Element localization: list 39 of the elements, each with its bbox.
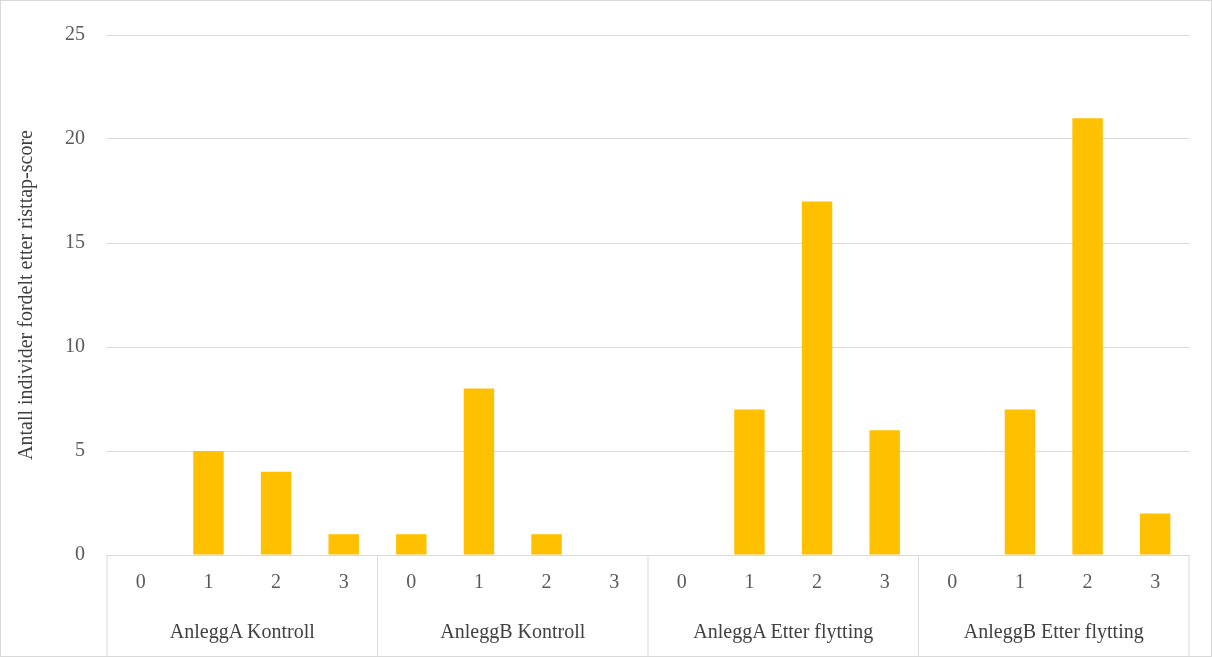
x-tick-label: 3 bbox=[338, 570, 349, 593]
bar bbox=[531, 534, 562, 555]
x-tick-label: 2 bbox=[1082, 570, 1093, 593]
bar bbox=[1072, 118, 1103, 555]
x-tick-label: 1 bbox=[1014, 570, 1025, 593]
y-tick-label: 25 bbox=[65, 22, 85, 45]
text: AnleggA Kontroll bbox=[169, 620, 316, 644]
bar bbox=[260, 471, 292, 555]
bar bbox=[1004, 409, 1036, 555]
x-tick-label: 1 bbox=[473, 570, 484, 593]
bar bbox=[801, 201, 833, 555]
text: AnleggA Etter flytting bbox=[693, 620, 874, 644]
x-tick-label: 1 bbox=[744, 570, 755, 593]
x-tick-label: 3 bbox=[609, 570, 620, 593]
x-tick-label: 1 bbox=[203, 570, 214, 593]
y-tick-label: 15 bbox=[65, 230, 85, 253]
bar bbox=[396, 534, 427, 555]
x-tick-label: 2 bbox=[812, 570, 823, 593]
x-tick-label: 0 bbox=[406, 570, 417, 593]
x-tick-label: 0 bbox=[135, 570, 146, 593]
y-axis-title: Antall individer fordelt etter risttap-score bbox=[14, 129, 38, 460]
y-tick-label: 5 bbox=[75, 438, 85, 461]
text: AnleggB Etter flytting bbox=[963, 620, 1144, 644]
bar bbox=[193, 451, 224, 555]
x-tick-label: 0 bbox=[947, 570, 958, 593]
bar bbox=[734, 409, 765, 555]
bar bbox=[463, 388, 495, 555]
x-tick-label: 2 bbox=[541, 570, 552, 593]
y-tick-label: 10 bbox=[65, 334, 85, 357]
x-tick-label: 2 bbox=[271, 570, 282, 593]
bar bbox=[328, 534, 359, 555]
x-tick-label: 3 bbox=[879, 570, 890, 593]
bar bbox=[1139, 513, 1171, 555]
x-tick-label: 0 bbox=[676, 570, 687, 593]
bar bbox=[869, 430, 900, 555]
y-tick-label: 20 bbox=[65, 126, 85, 149]
x-tick-label: 3 bbox=[1150, 570, 1161, 593]
y-tick-label: 0 bbox=[75, 542, 85, 565]
text: AnleggB Kontroll bbox=[440, 620, 586, 644]
